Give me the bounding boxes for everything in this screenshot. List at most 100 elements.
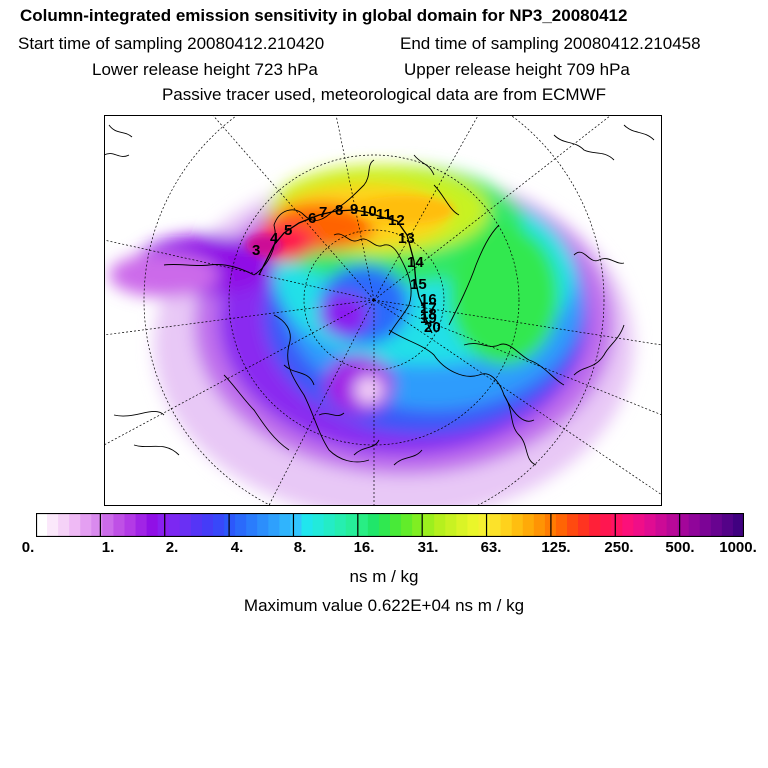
colorbar-cell <box>423 513 435 537</box>
track-label: 11 <box>376 206 392 223</box>
track-line <box>258 209 433 334</box>
colorbar-cell <box>511 513 524 537</box>
colorbar-cell <box>36 513 48 537</box>
colorbar-cell <box>456 513 469 537</box>
colorbar-cell <box>688 513 701 537</box>
colorbar-unit: ns m / kg <box>349 567 419 586</box>
colorbar <box>36 513 744 537</box>
colorbar-cell <box>58 513 70 537</box>
colorbar-cell <box>257 513 269 537</box>
colorbar-cell <box>213 513 225 537</box>
colorbar-cell <box>478 513 491 537</box>
colorbar-cell <box>578 513 590 537</box>
colorbar-cell <box>113 513 126 537</box>
colorbar-cell <box>401 513 413 537</box>
colorbar-frame <box>36 513 744 537</box>
colorbar-tick: 250. <box>604 539 634 556</box>
colorbar-cell <box>467 513 480 537</box>
colorbar-cell <box>157 513 170 537</box>
colorbar-cell <box>434 513 446 537</box>
track-labels: 3 4 5 6 7 8 9 10 11 12 13 14 15 16 17 18… <box>252 201 441 336</box>
colorbar-cell <box>323 513 336 537</box>
colorbar-cell <box>124 513 137 537</box>
track-label: 7 <box>319 204 327 221</box>
colorbar-tick: 2. <box>165 539 179 556</box>
colorbar-cell <box>301 513 314 537</box>
colorbar-cell <box>168 513 181 537</box>
colorbar-cell <box>666 513 679 537</box>
colorbar-cell <box>80 513 92 537</box>
lower-release-text: Lower release height 723 hPa <box>92 60 318 79</box>
colorbar-cell <box>135 513 148 537</box>
track-label: 14 <box>407 254 424 271</box>
colorbar-cell <box>290 513 303 537</box>
maximum-value-text: Maximum value 0.622E+04 ns m / kg <box>243 596 525 615</box>
colorbar-cell <box>334 513 347 537</box>
colorbar-cell <box>279 513 292 537</box>
colorbar-cell <box>644 513 657 537</box>
colorbar-cell <box>356 513 369 537</box>
colorbar-tick: 125. <box>541 539 571 556</box>
end-time-text: End time of sampling 20080412.210458 <box>400 34 701 53</box>
colorbar-cell <box>235 513 247 537</box>
colorbar-cell <box>201 513 214 537</box>
track-label: 4 <box>270 230 279 247</box>
track-label: 20 <box>424 319 441 336</box>
colorbar-cell <box>567 513 579 537</box>
coastlines <box>104 124 655 466</box>
sensitivity-field <box>109 165 634 506</box>
upper-release-text: Upper release height 709 hPa <box>404 60 630 79</box>
colorbar-cell <box>555 513 568 537</box>
colorbar-cell <box>190 513 203 537</box>
colorbar-tick: 0. <box>21 539 35 556</box>
track-label: 19 <box>420 310 437 327</box>
colorbar-cell <box>312 513 325 537</box>
colorbar-cell <box>102 513 115 537</box>
colorbar-cell <box>179 513 192 537</box>
track-label: 15 <box>410 276 427 293</box>
flight-track <box>258 209 433 334</box>
colorbar-cell <box>699 513 712 537</box>
colorbar-tick: 1. <box>101 539 115 556</box>
colorbar-cell <box>500 513 513 537</box>
colorbar-cell <box>378 513 391 537</box>
colorbar-cell <box>710 513 723 537</box>
colorbar-cell <box>522 513 535 537</box>
colorbar-cell <box>345 513 358 537</box>
track-label: 16 <box>420 291 437 308</box>
colorbar-cell <box>445 513 457 537</box>
colorbar-cell <box>721 513 734 537</box>
colorbar-cell <box>489 513 502 537</box>
track-label: 9 <box>350 201 358 218</box>
colorbar-cell <box>611 513 623 537</box>
colorbar-cell <box>600 513 612 537</box>
emission-sensitivity-map: 3 4 5 6 7 8 9 10 11 12 13 14 15 16 17 18… <box>104 115 662 506</box>
colorbar-tick: 63. <box>480 539 502 556</box>
colorbar-cells <box>36 513 744 537</box>
colorbar-cell <box>633 513 646 537</box>
track-label: 10 <box>360 203 377 220</box>
colorbar-tick: 500. <box>665 539 695 556</box>
plot-title: Column-integrated emission sensitivity i… <box>20 6 628 25</box>
colorbar-tick: 31. <box>417 539 439 556</box>
colorbar-cell <box>412 513 424 537</box>
start-time-text: Start time of sampling 20080412.210420 <box>18 34 325 53</box>
track-label: 5 <box>284 222 292 239</box>
map-frame <box>104 115 662 506</box>
track-label: 8 <box>335 202 343 219</box>
track-label: 12 <box>388 212 405 229</box>
colorbar-cell <box>146 513 159 537</box>
colorbar-tick: 1000. <box>719 539 757 556</box>
track-label: 17 <box>420 300 437 317</box>
track-label: 6 <box>308 210 316 227</box>
colorbar-cell <box>622 513 634 537</box>
colorbar-tick: 8. <box>293 539 307 556</box>
colorbar-cell <box>224 513 236 537</box>
colorbar-cell <box>589 513 601 537</box>
tracer-info-text: Passive tracer used, meteorological data… <box>161 85 607 104</box>
colorbar-cell <box>69 513 81 537</box>
colorbar-cell <box>390 513 402 537</box>
colorbar-cell <box>268 513 280 537</box>
graticule <box>104 115 662 506</box>
colorbar-cell <box>655 513 668 537</box>
